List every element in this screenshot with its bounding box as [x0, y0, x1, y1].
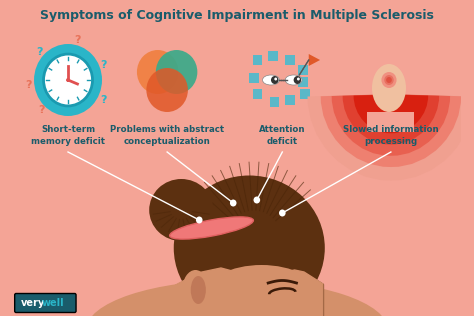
Circle shape [34, 44, 102, 116]
Text: ?: ? [100, 60, 107, 70]
Bar [253, 89, 263, 99]
Polygon shape [309, 54, 320, 66]
Circle shape [382, 72, 397, 88]
FancyBboxPatch shape [15, 294, 76, 313]
Ellipse shape [263, 75, 280, 85]
Ellipse shape [182, 270, 209, 310]
Circle shape [271, 76, 279, 84]
Ellipse shape [170, 217, 254, 239]
Circle shape [297, 77, 300, 81]
Text: ?: ? [25, 80, 32, 90]
Text: Symptoms of Cognitive Impairment in Multiple Sclerosis: Symptoms of Cognitive Impairment in Mult… [40, 9, 434, 22]
Text: ?: ? [38, 105, 45, 115]
Circle shape [137, 50, 179, 94]
Bar [270, 97, 280, 107]
Ellipse shape [191, 276, 206, 304]
Text: well: well [42, 298, 64, 308]
Ellipse shape [285, 75, 302, 85]
Circle shape [279, 210, 286, 216]
Bar [285, 55, 294, 65]
Ellipse shape [149, 179, 213, 241]
Bar [298, 65, 308, 75]
Ellipse shape [174, 175, 325, 316]
Text: Short-term
memory deficit: Short-term memory deficit [31, 125, 105, 146]
Text: Slowed information
processing: Slowed information processing [343, 125, 439, 146]
Bar [285, 95, 294, 105]
Bar [298, 77, 308, 87]
Polygon shape [176, 268, 323, 316]
Circle shape [230, 199, 237, 206]
Circle shape [384, 75, 394, 85]
Ellipse shape [372, 64, 406, 112]
Circle shape [386, 77, 392, 83]
Bar [300, 89, 310, 99]
Text: Problems with abstract
conceptualization: Problems with abstract conceptualization [110, 125, 224, 146]
Circle shape [196, 216, 202, 223]
Circle shape [44, 54, 92, 106]
Circle shape [254, 197, 260, 204]
Bar [253, 55, 263, 65]
Circle shape [146, 68, 188, 112]
Text: ?: ? [36, 47, 43, 57]
Circle shape [66, 78, 70, 82]
Circle shape [156, 50, 197, 94]
Text: very: very [21, 298, 45, 308]
Circle shape [274, 77, 277, 81]
Ellipse shape [205, 265, 318, 316]
Circle shape [293, 76, 301, 84]
Ellipse shape [86, 280, 388, 316]
Text: ?: ? [74, 35, 81, 45]
Text: Attention
deficit: Attention deficit [259, 125, 306, 146]
Bar [268, 51, 278, 61]
Bar [249, 73, 259, 83]
Text: ?: ? [100, 95, 107, 105]
Bar [367, 112, 414, 132]
